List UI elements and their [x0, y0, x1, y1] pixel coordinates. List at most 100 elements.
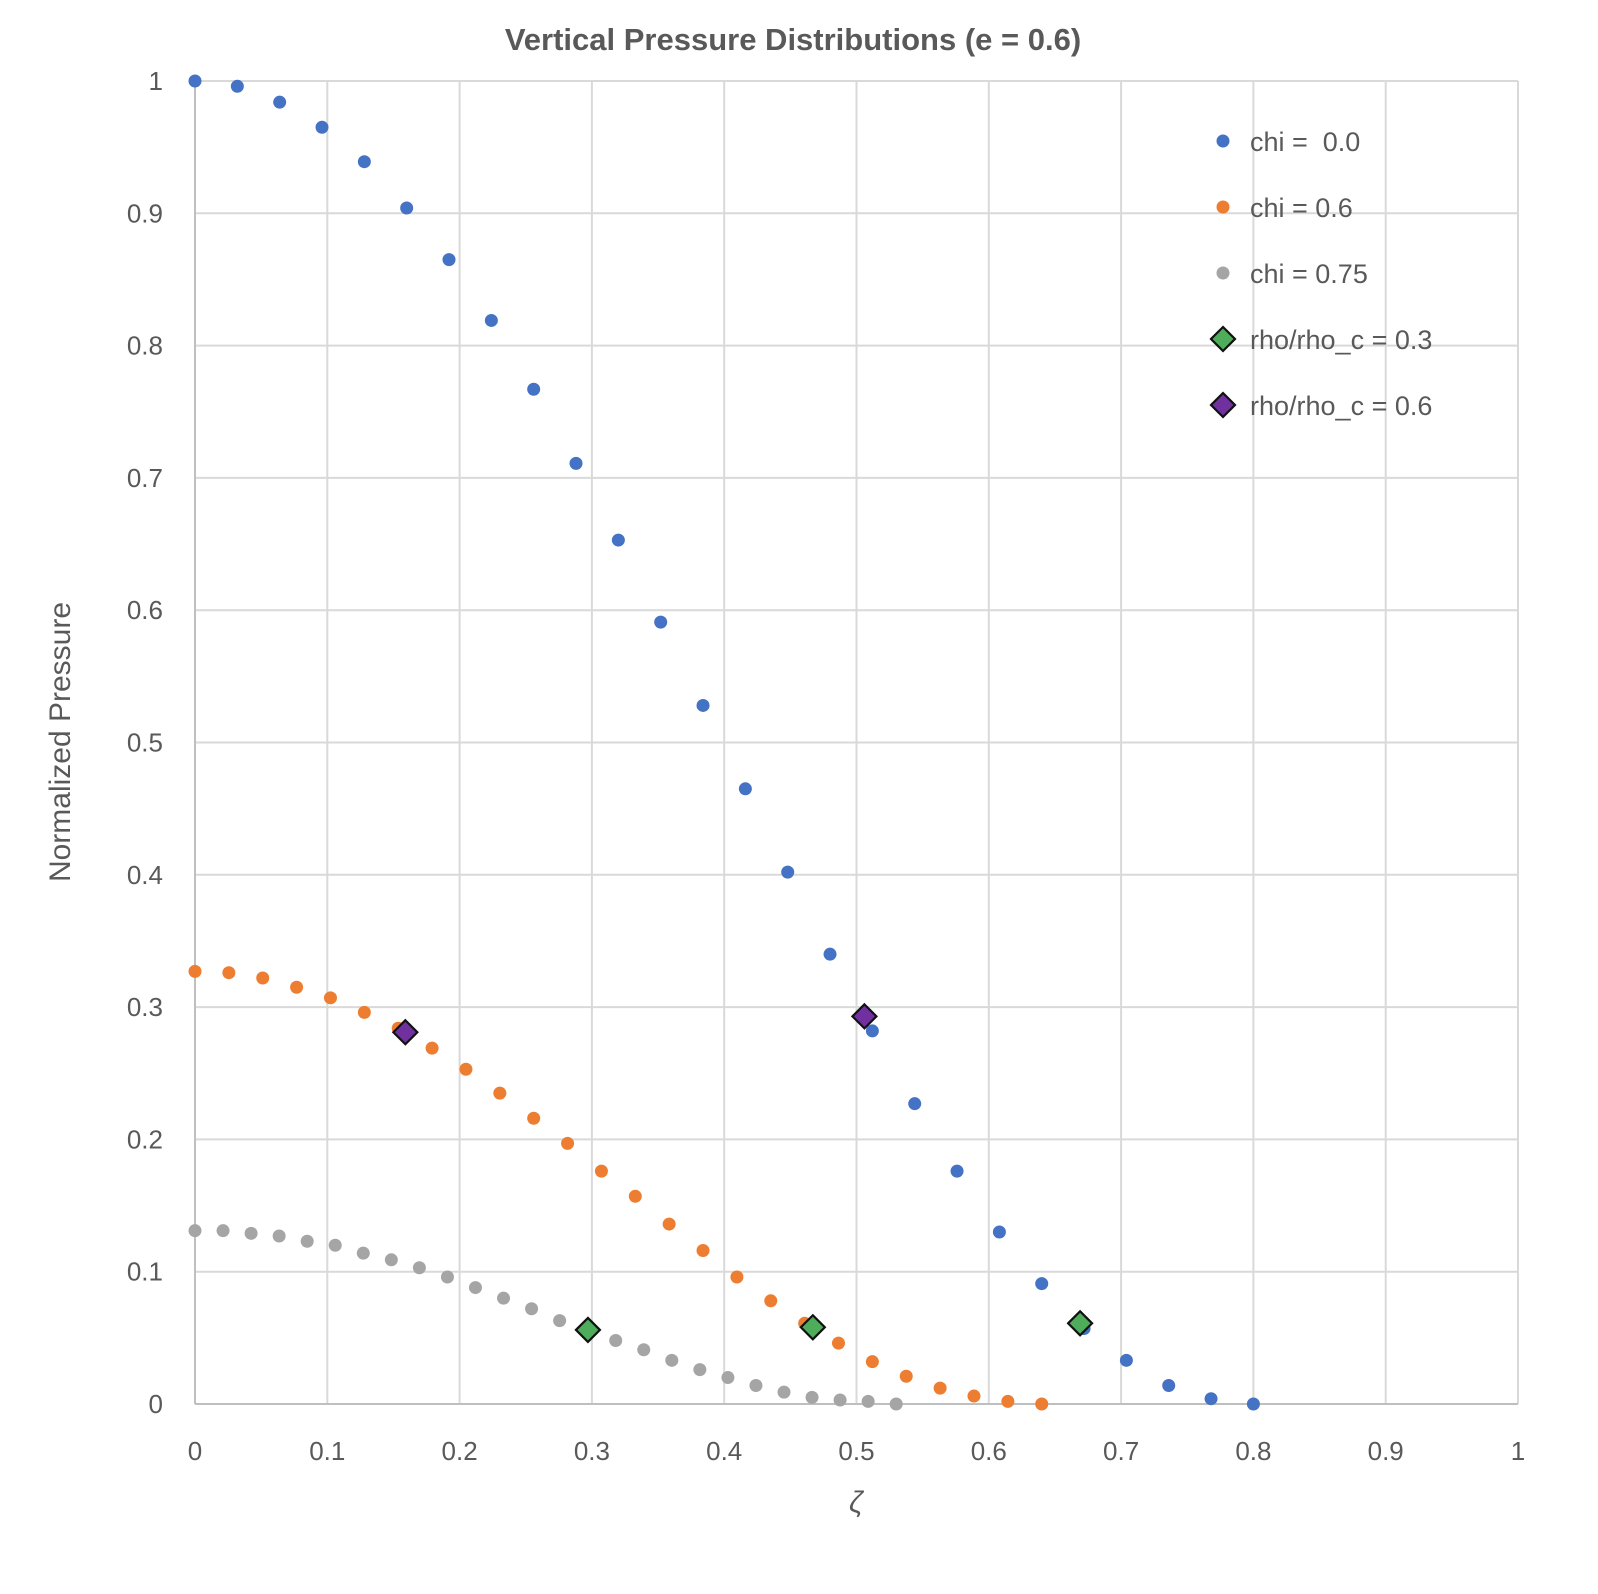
x-tick-label: 0.6	[971, 1436, 1007, 1466]
data-point	[992, 1225, 1006, 1239]
y-tick-label: 0.9	[127, 198, 163, 228]
data-point	[1001, 1394, 1015, 1408]
data-point	[662, 1217, 676, 1231]
data-point	[1035, 1277, 1049, 1291]
x-axis-label: ζ	[849, 1486, 865, 1519]
data-point	[425, 1041, 439, 1055]
legend-label: rho/rho_c = 0.6	[1250, 391, 1432, 421]
data-point	[1246, 1397, 1260, 1411]
series-2	[188, 1224, 903, 1411]
legend-item: rho/rho_c = 0.6	[1209, 391, 1432, 421]
series-3	[574, 1309, 1094, 1344]
data-point	[805, 1390, 819, 1404]
data-point	[609, 1333, 623, 1347]
y-tick-label: 0.8	[127, 331, 163, 361]
data-point	[749, 1378, 763, 1392]
data-point	[188, 964, 202, 978]
data-point	[459, 1062, 473, 1076]
data-point-diamond	[391, 1018, 419, 1046]
data-point	[357, 1005, 371, 1019]
data-point	[315, 120, 329, 134]
data-point	[290, 980, 304, 994]
y-tick-label: 0.7	[127, 463, 163, 493]
x-tick-label: 0.2	[442, 1436, 478, 1466]
data-point	[637, 1343, 651, 1357]
data-point	[216, 1224, 230, 1238]
data-point	[527, 1111, 541, 1125]
data-point	[497, 1291, 511, 1305]
data-point	[412, 1261, 426, 1275]
y-tick-label: 0.6	[127, 595, 163, 625]
x-tick-label: 0.4	[706, 1436, 742, 1466]
data-point-diamond	[850, 1002, 878, 1030]
data-point	[865, 1355, 879, 1369]
data-point	[696, 698, 710, 712]
x-tick-label: 0.8	[1235, 1436, 1271, 1466]
data-point	[721, 1371, 735, 1385]
data-point	[273, 95, 287, 109]
data-point	[525, 1302, 539, 1316]
data-point	[628, 1189, 642, 1203]
y-tick-label: 0	[149, 1389, 163, 1419]
data-point	[861, 1394, 875, 1408]
data-point	[738, 782, 752, 796]
data-point	[323, 991, 337, 1005]
data-point	[1162, 1378, 1176, 1392]
data-point	[950, 1164, 964, 1178]
chart-title: Vertical Pressure Distributions (e = 0.6…	[505, 22, 1081, 57]
x-tick-label: 0.1	[309, 1436, 345, 1466]
legend-item: chi = 0.75	[1216, 259, 1368, 289]
data-point	[730, 1270, 744, 1284]
legend-item: chi = 0.6	[1216, 193, 1353, 223]
data-point-diamond	[574, 1316, 602, 1344]
data-point	[823, 947, 837, 961]
y-tick-label: 1	[149, 66, 163, 96]
y-tick-label: 0.5	[127, 728, 163, 758]
data-point	[764, 1294, 778, 1308]
legend-marker	[1216, 200, 1230, 214]
y-tick-label: 0.3	[127, 992, 163, 1022]
series-4	[391, 1002, 878, 1046]
data-point	[1035, 1397, 1049, 1411]
x-tick-label: 0.9	[1368, 1436, 1404, 1466]
legend-item: chi = 0.0	[1216, 127, 1360, 157]
data-point	[300, 1234, 314, 1248]
data-point	[493, 1086, 507, 1100]
data-point	[256, 971, 270, 985]
data-point	[832, 1336, 846, 1350]
data-point	[594, 1164, 608, 1178]
legend-label: chi = 0.0	[1250, 127, 1360, 157]
data-point-diamond	[1066, 1309, 1094, 1337]
y-tick-label: 0.2	[127, 1124, 163, 1154]
data-point	[468, 1281, 482, 1295]
data-point	[654, 615, 668, 629]
data-point	[865, 1024, 879, 1038]
y-axis-label: Normalized Pressure	[44, 602, 77, 882]
data-point	[833, 1393, 847, 1407]
legend-label: chi = 0.6	[1250, 193, 1353, 223]
data-point	[527, 382, 541, 396]
data-point	[889, 1397, 903, 1411]
data-point	[781, 865, 795, 879]
data-point	[553, 1314, 567, 1328]
data-point	[696, 1244, 710, 1258]
y-tick-label: 0.4	[127, 860, 163, 890]
data-point	[328, 1238, 342, 1252]
data-point	[933, 1381, 947, 1395]
data-point	[230, 79, 244, 93]
tick-labels: 0 0.1 0.2 0.3 0.4 0.5 0.6 0.7 0.8 0.9 1 0 0.1 0.2 0.3 0…	[127, 66, 1525, 1466]
x-tick-label: 0.5	[838, 1436, 874, 1466]
x-tick-label: 0.7	[1103, 1436, 1139, 1466]
data-point	[188, 74, 202, 88]
data-point	[440, 1270, 454, 1284]
data-point	[272, 1229, 286, 1243]
legend-marker	[1216, 134, 1230, 148]
data-point	[244, 1226, 258, 1240]
data-point	[1204, 1392, 1218, 1406]
data-point	[899, 1369, 913, 1383]
data-point	[777, 1385, 791, 1399]
legend-marker	[1216, 266, 1230, 280]
x-tick-label: 1	[1511, 1436, 1525, 1466]
data-point	[442, 253, 456, 267]
data-point	[384, 1253, 398, 1267]
